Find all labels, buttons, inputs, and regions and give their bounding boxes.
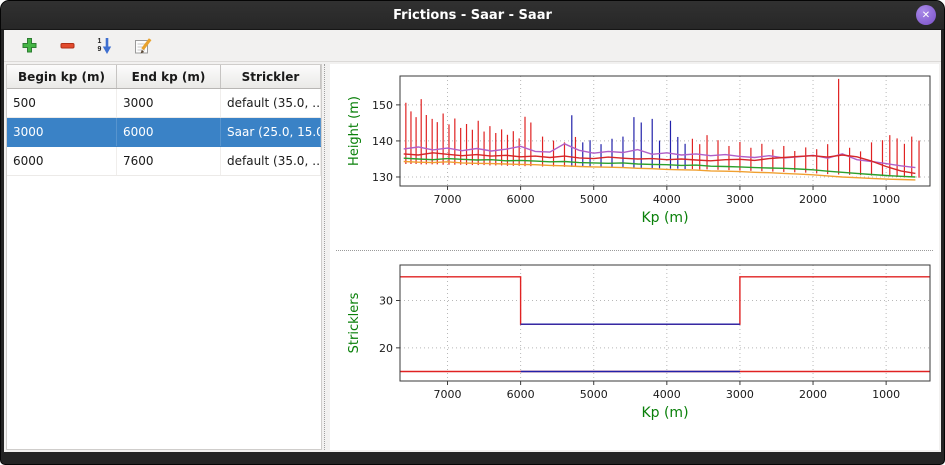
svg-text:3000: 3000 bbox=[726, 193, 754, 206]
height-chart: 7000 6000 5000 4000 3000 2000 1000 130 140 150 Kp … bbox=[330, 64, 939, 249]
svg-text:6000: 6000 bbox=[507, 388, 535, 401]
minus-icon bbox=[60, 43, 74, 49]
svg-text:4000: 4000 bbox=[653, 193, 681, 206]
sort-digit-bottom: 9 bbox=[97, 45, 102, 53]
frictions-table: Begin kp (m) End kp (m) Strickler 500 30… bbox=[6, 64, 322, 450]
svg-text:30: 30 bbox=[379, 295, 393, 308]
main-panels: Begin kp (m) End kp (m) Strickler 500 30… bbox=[4, 62, 941, 452]
table-row[interactable]: 6000 7600 default (35.0, … bbox=[7, 147, 321, 176]
svg-text:150: 150 bbox=[372, 99, 393, 112]
stricklers-chart: 7000 6000 5000 4000 3000 2000 1000 20 30 Kp (m) St… bbox=[330, 255, 939, 450]
svg-text:Kp (m): Kp (m) bbox=[641, 405, 688, 421]
svg-text:130: 130 bbox=[372, 171, 393, 184]
cell-strickler[interactable]: default (35.0, … bbox=[221, 89, 321, 117]
svg-text:7000: 7000 bbox=[434, 388, 462, 401]
svg-text:5000: 5000 bbox=[580, 388, 608, 401]
table-row[interactable]: 3000 6000 Saar (25.0, 15.0) bbox=[7, 118, 321, 147]
svg-text:6000: 6000 bbox=[507, 193, 535, 206]
cell-strickler[interactable]: Saar (25.0, 15.0) bbox=[221, 118, 321, 146]
cell-begin-kp[interactable]: 6000 bbox=[7, 147, 117, 175]
plus-icon bbox=[22, 38, 36, 53]
close-button[interactable]: ✕ bbox=[916, 5, 936, 25]
column-header-strickler[interactable]: Strickler bbox=[221, 65, 321, 88]
splitter-vertical[interactable] bbox=[324, 64, 330, 450]
titlebar[interactable]: Frictions - Saar - Saar ✕ bbox=[1, 1, 944, 30]
window-title: Frictions - Saar - Saar bbox=[393, 7, 552, 23]
svg-text:3000: 3000 bbox=[726, 388, 754, 401]
sort-button[interactable]: 1 9 bbox=[92, 33, 118, 59]
cell-strickler[interactable]: default (35.0, … bbox=[221, 147, 321, 175]
down-arrow-icon bbox=[103, 37, 112, 54]
app-content: 1 9 bbox=[4, 30, 941, 452]
svg-text:Stricklers: Stricklers bbox=[347, 292, 362, 353]
svg-text:4000: 4000 bbox=[653, 388, 681, 401]
cell-begin-kp[interactable]: 500 bbox=[7, 89, 117, 117]
svg-text:7000: 7000 bbox=[434, 193, 462, 206]
charts-panel: 7000 6000 5000 4000 3000 2000 1000 130 140 150 Kp … bbox=[330, 64, 939, 450]
remove-button[interactable] bbox=[54, 33, 80, 59]
edit-pencil-icon bbox=[135, 37, 152, 53]
cell-end-kp[interactable]: 6000 bbox=[117, 118, 221, 146]
sort-digit-top: 1 bbox=[97, 37, 102, 45]
sort-numeric-icon: 1 9 bbox=[98, 37, 113, 55]
svg-text:1000: 1000 bbox=[872, 388, 900, 401]
table-header: Begin kp (m) End kp (m) Strickler bbox=[7, 65, 321, 89]
close-icon: ✕ bbox=[921, 9, 931, 21]
column-header-begin-kp[interactable]: Begin kp (m) bbox=[7, 65, 117, 88]
add-button[interactable] bbox=[16, 33, 42, 59]
cell-end-kp[interactable]: 7600 bbox=[117, 147, 221, 175]
edit-button[interactable] bbox=[130, 33, 156, 59]
splitter-horizontal[interactable] bbox=[336, 250, 933, 255]
cell-begin-kp[interactable]: 3000 bbox=[7, 118, 117, 146]
column-header-end-kp[interactable]: End kp (m) bbox=[117, 65, 221, 88]
svg-text:20: 20 bbox=[379, 342, 393, 355]
svg-text:1000: 1000 bbox=[872, 193, 900, 206]
svg-text:5000: 5000 bbox=[580, 193, 608, 206]
cell-end-kp[interactable]: 3000 bbox=[117, 89, 221, 117]
svg-text:Height (m): Height (m) bbox=[347, 96, 362, 166]
table-row[interactable]: 500 3000 default (35.0, … bbox=[7, 89, 321, 118]
svg-text:2000: 2000 bbox=[799, 388, 827, 401]
svg-text:2000: 2000 bbox=[799, 193, 827, 206]
svg-text:140: 140 bbox=[372, 135, 393, 148]
svg-text:Kp (m): Kp (m) bbox=[641, 210, 688, 226]
toolbar: 1 9 bbox=[4, 30, 941, 62]
